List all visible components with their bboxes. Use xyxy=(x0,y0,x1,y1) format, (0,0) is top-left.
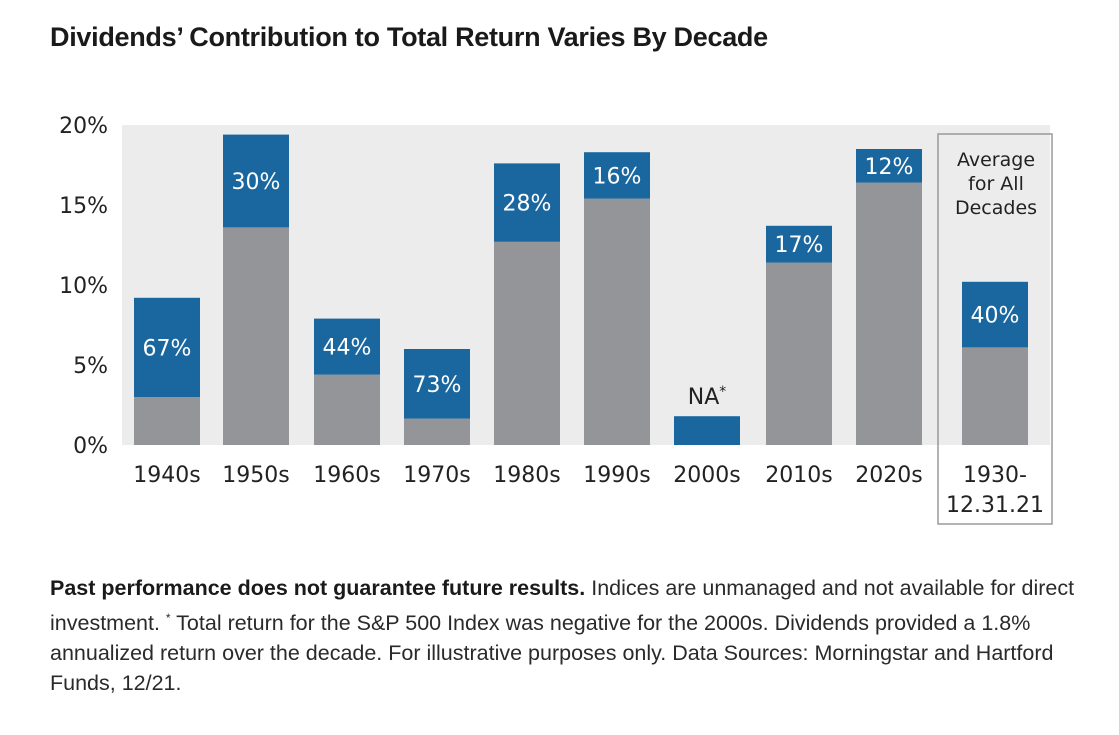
x-tick-label: 1950s xyxy=(222,463,289,488)
average-highlight-box xyxy=(937,133,1053,525)
y-tick-label: 5% xyxy=(73,354,108,379)
x-tick-label: 2020s xyxy=(855,463,922,488)
bar-total-return-1980s xyxy=(494,241,560,445)
data-label-1970s: 73% xyxy=(413,373,462,398)
data-label-1980s: 28% xyxy=(503,192,552,217)
data-label-2020s: 12% xyxy=(865,155,914,180)
data-label-1940s: 67% xyxy=(143,336,192,361)
bar-total-return-1940s xyxy=(134,397,200,445)
x-axis: 1940s 1950s 1960s 1970s 1980s 1990s 2000s 2010s… xyxy=(133,463,1044,518)
bar-dividends-1930-12-31-21 xyxy=(962,281,1028,348)
bar-total-return-1960s xyxy=(314,374,380,445)
bar-total-return-1950s xyxy=(223,227,289,445)
average-label-line: for All xyxy=(968,173,1024,195)
x-tick-label: 1960s xyxy=(313,463,380,488)
y-tick-label: 0% xyxy=(73,434,108,459)
bar-dividends-1990s xyxy=(584,152,650,199)
x-tick-label: 1970s xyxy=(403,463,470,488)
bar-dividends-2000s xyxy=(674,416,740,445)
bar-dividends-2020s xyxy=(856,149,922,183)
bar-dividends-1950s xyxy=(223,134,289,228)
bar-total-return-1970s xyxy=(404,418,470,445)
data-label-2000s: NA* xyxy=(688,384,727,410)
data-labels-group: 67% 30% 44% 73% 28% 16% NA* 17% 12% 40% xyxy=(143,155,1020,410)
bar-total-return-2020s xyxy=(856,182,922,445)
footnote-disclaimer: Past performance does not guarantee futu… xyxy=(50,576,586,600)
bar-total-return-1930-12-31-21 xyxy=(962,347,1028,445)
footnote-asterisk: * xyxy=(165,611,171,625)
bar-dividends-2010s xyxy=(766,225,832,263)
data-label-1950s: 30% xyxy=(232,170,281,195)
y-tick-label: 10% xyxy=(59,274,108,299)
bar-dividends-1980s xyxy=(494,163,560,242)
y-tick-label: 20% xyxy=(59,114,108,139)
footnote: Past performance does not guarantee futu… xyxy=(50,573,1090,698)
x-tick-label: 1940s xyxy=(133,463,200,488)
bars-group xyxy=(134,134,1028,445)
x-tick-label: 12.31.21 xyxy=(946,493,1044,518)
average-label-line: Average xyxy=(957,149,1035,171)
bar-dividends-1960s xyxy=(314,318,380,375)
footnote-text-a: Indices are unmanaged and not available … xyxy=(50,576,1075,636)
bar-total-return-2010s xyxy=(766,262,832,445)
x-tick-label: 1990s xyxy=(583,463,650,488)
x-tick-label: 1980s xyxy=(493,463,560,488)
y-tick-label: 15% xyxy=(59,194,108,219)
data-label-1930-12-31-21: 40% xyxy=(971,304,1020,329)
bar-dividends-1940s xyxy=(134,297,200,397)
x-tick-label: 1930- xyxy=(963,463,1027,488)
data-label-1990s: 16% xyxy=(593,164,642,189)
x-tick-label: 2010s xyxy=(765,463,832,488)
chart-title: Dividends’ Contribution to Total Return … xyxy=(50,22,768,52)
y-axis: 0% 5% 10% 15% 20% xyxy=(59,114,108,459)
data-label-2010s: 17% xyxy=(775,233,824,258)
footnote-text-b: Total return for the S&P 500 Index was n… xyxy=(50,611,1054,696)
data-label-1960s: 44% xyxy=(323,336,372,361)
bar-dividends-1970s xyxy=(404,349,470,419)
bar-chart: 0% 5% 10% 15% 20% 67% 30% 44% 73% 28% 16% NA* 17% 12… xyxy=(59,114,1053,525)
average-label-line: Decades xyxy=(955,197,1037,219)
bar-total-return-1990s xyxy=(584,198,650,445)
x-tick-label: 2000s xyxy=(673,463,740,488)
